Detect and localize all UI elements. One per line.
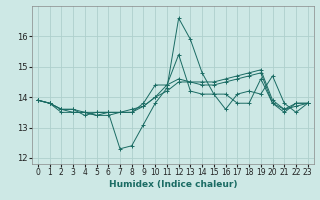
X-axis label: Humidex (Indice chaleur): Humidex (Indice chaleur) bbox=[108, 180, 237, 189]
